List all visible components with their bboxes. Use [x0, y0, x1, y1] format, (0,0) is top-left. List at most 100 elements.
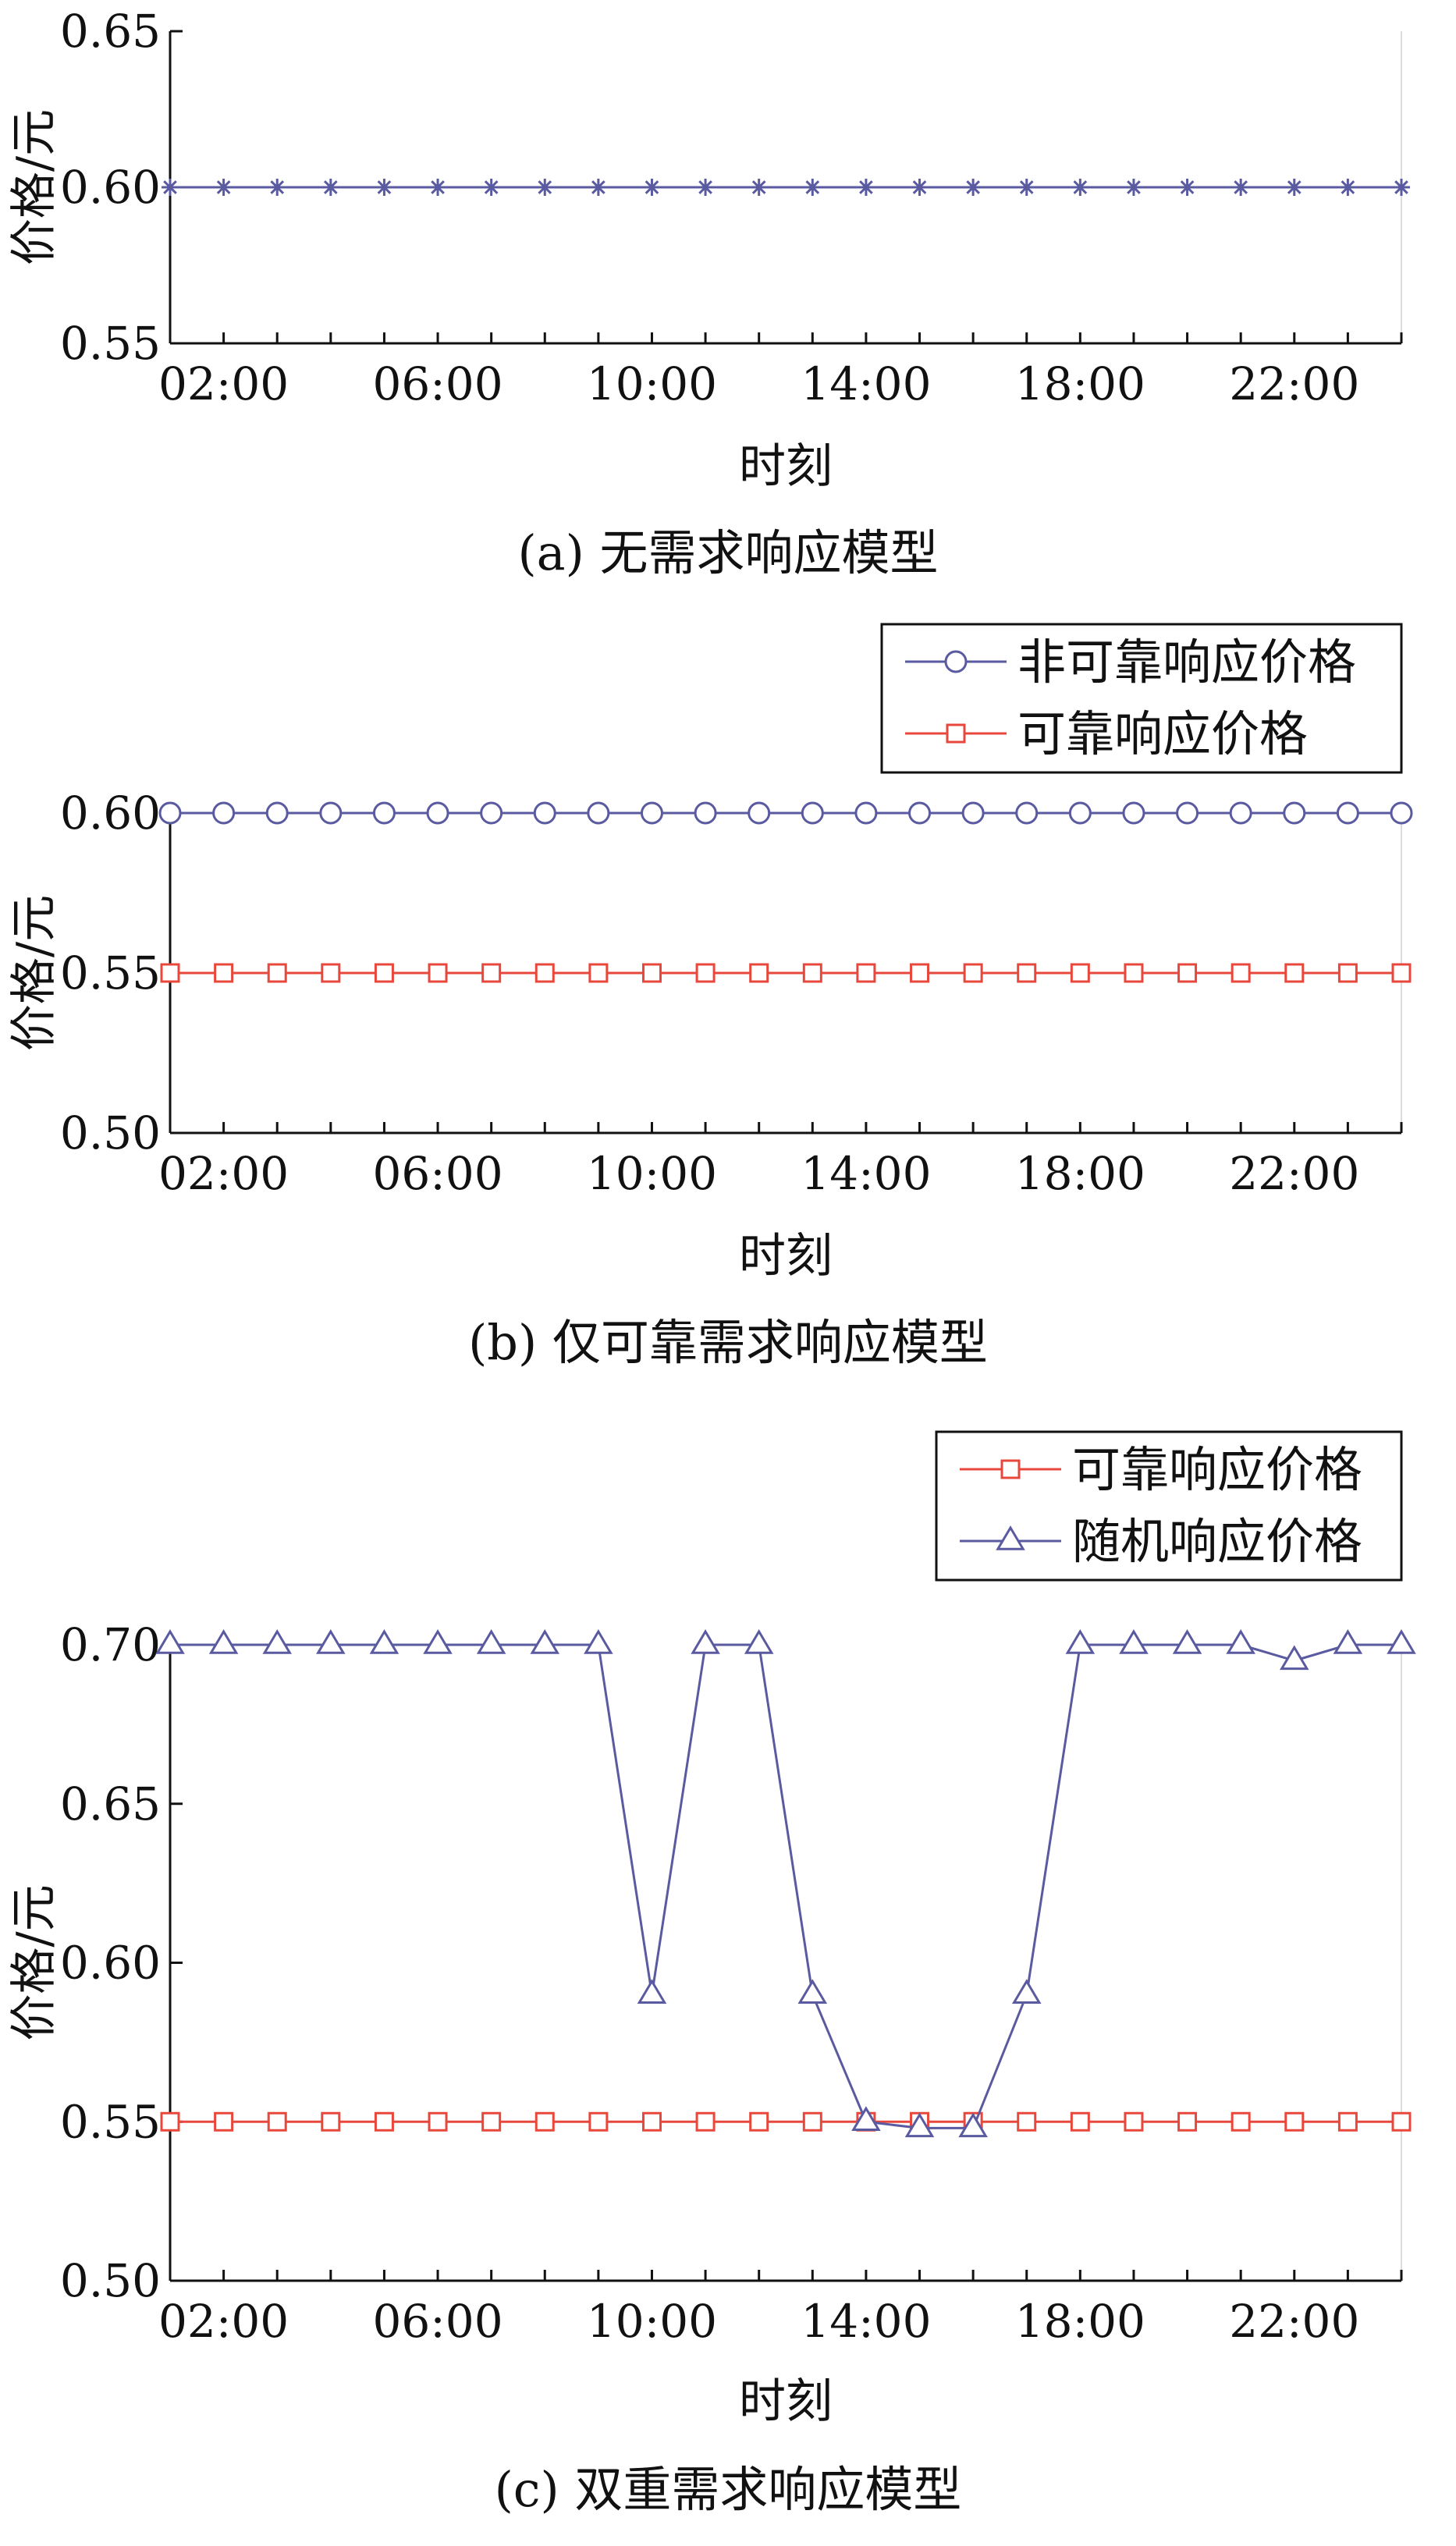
series-0: [158, 801, 1413, 825]
x-tick-label: 06:00: [372, 2295, 502, 2348]
data-point: [1393, 179, 1410, 196]
x-tick-label: 10:00: [587, 2295, 717, 2348]
series-1: [160, 963, 1412, 983]
legend-box: [880, 623, 1403, 774]
y-tick-label: 0.55: [60, 946, 161, 1000]
legend-label: 可靠响应价格: [1017, 705, 1308, 762]
data-point: [1177, 2111, 1198, 2132]
data-point: [1226, 1629, 1255, 1654]
data-point: [856, 963, 876, 983]
y-axis-label: 价格/元: [7, 895, 62, 1051]
data-point: [1065, 1629, 1096, 1654]
data-point: [1017, 179, 1035, 196]
x-tick-label: 06:00: [372, 1147, 502, 1200]
data-point: [641, 2111, 662, 2132]
data-point: [694, 801, 717, 825]
series-0: [160, 2111, 1412, 2132]
data-point: [854, 801, 878, 825]
data-point: [374, 2111, 394, 2132]
data-point: [1071, 179, 1089, 196]
data-point: [321, 963, 341, 983]
x-tick-label: 10:00: [587, 357, 717, 410]
data-point: [319, 801, 343, 825]
data-point: [1119, 1629, 1149, 1654]
y-tick-label: 0.65: [60, 1777, 161, 1830]
x-tick-label: 22:00: [1229, 2295, 1359, 2348]
x-tick-label: 18:00: [1015, 357, 1145, 410]
data-point: [1337, 2111, 1358, 2132]
data-point: [162, 179, 179, 196]
data-point: [481, 963, 502, 983]
data-point: [802, 2111, 822, 2132]
data-point: [375, 179, 393, 196]
data-point: [587, 801, 610, 825]
data-point: [476, 1629, 506, 1654]
data-point: [801, 801, 824, 825]
chart-b: 0.50 0.55 0.60 02:00 06:00 10:00 14:00 18:00 22:…: [7, 623, 1413, 1371]
data-point: [155, 1629, 185, 1654]
x-tick-label: 02:00: [158, 357, 289, 410]
data-point: [643, 179, 661, 196]
data-point: [797, 1979, 828, 2004]
series-line: [170, 1643, 1401, 2129]
data-point: [1230, 2111, 1251, 2132]
y-tick-label: 0.50: [60, 2254, 161, 2307]
data-point: [802, 963, 822, 983]
x-tick-label: 18:00: [1015, 2295, 1145, 2348]
x-axis-label: 时刻: [739, 2374, 833, 2429]
data-point: [641, 963, 662, 983]
data-point: [215, 179, 233, 196]
data-point: [1124, 179, 1142, 196]
data-point: [1390, 801, 1413, 825]
data-point: [911, 179, 929, 196]
y-axis-label: 价格/元: [7, 1884, 62, 2040]
data-point: [1176, 801, 1199, 825]
x-tick-label: 22:00: [1229, 357, 1359, 410]
legend-marker: [1000, 1459, 1021, 1479]
data-point: [857, 179, 875, 196]
y-tick-label: 0.55: [60, 2095, 161, 2148]
data-point: [1229, 801, 1252, 825]
chart-caption: (a) 无需求响应模型: [517, 524, 938, 581]
data-point: [697, 179, 715, 196]
data-point: [637, 1979, 667, 2004]
data-point: [428, 2111, 448, 2132]
data-point: [480, 801, 503, 825]
data-point: [428, 963, 448, 983]
y-tick-label: 0.65: [60, 5, 161, 58]
legend-label: 随机响应价格: [1072, 1513, 1362, 1570]
data-point: [1122, 801, 1145, 825]
data-point: [1285, 179, 1303, 196]
data-point: [1336, 801, 1359, 825]
data-point: [369, 1629, 400, 1654]
data-point: [1391, 2111, 1412, 2132]
chart-a: 0.55 0.60 0.65 02:00 06:00 10:00 14:00 18:00 22:…: [7, 5, 1410, 581]
legend-marker: [946, 723, 966, 744]
data-point: [749, 2111, 769, 2132]
x-axis-label: 时刻: [739, 1229, 833, 1284]
data-point: [374, 963, 394, 983]
data-point: [481, 2111, 502, 2132]
data-point: [321, 2111, 341, 2132]
data-point: [262, 1629, 293, 1654]
data-point: [1177, 963, 1198, 983]
data-point: [589, 179, 607, 196]
data-point: [1124, 2111, 1144, 2132]
data-point: [212, 801, 236, 825]
data-point: [963, 963, 983, 983]
legend-label: 可靠响应价格: [1072, 1441, 1362, 1498]
data-point: [748, 801, 771, 825]
y-tick-label: 0.50: [60, 1106, 161, 1159]
data-point: [1172, 1629, 1202, 1654]
data-point: [482, 179, 500, 196]
data-point: [160, 963, 180, 983]
y-tick-label: 0.70: [60, 1618, 161, 1671]
data-point: [961, 801, 985, 825]
data-point: [910, 963, 930, 983]
data-point: [588, 963, 609, 983]
data-point: [804, 179, 822, 196]
data-point: [750, 179, 768, 196]
